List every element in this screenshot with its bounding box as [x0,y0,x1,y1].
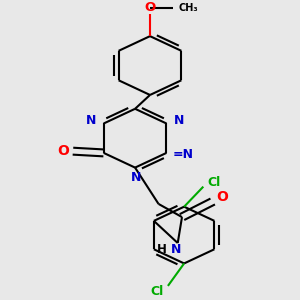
Text: Cl: Cl [151,285,164,298]
Text: H: H [157,243,166,256]
Text: O: O [57,144,69,158]
Text: Cl: Cl [207,176,220,189]
Text: N: N [170,243,181,256]
Text: N: N [174,113,184,127]
Text: CH₃: CH₃ [178,3,198,13]
Text: =N: =N [172,148,193,161]
Text: O: O [216,190,228,204]
Text: O: O [144,1,156,14]
Text: N: N [86,113,96,127]
Text: N: N [131,171,141,184]
